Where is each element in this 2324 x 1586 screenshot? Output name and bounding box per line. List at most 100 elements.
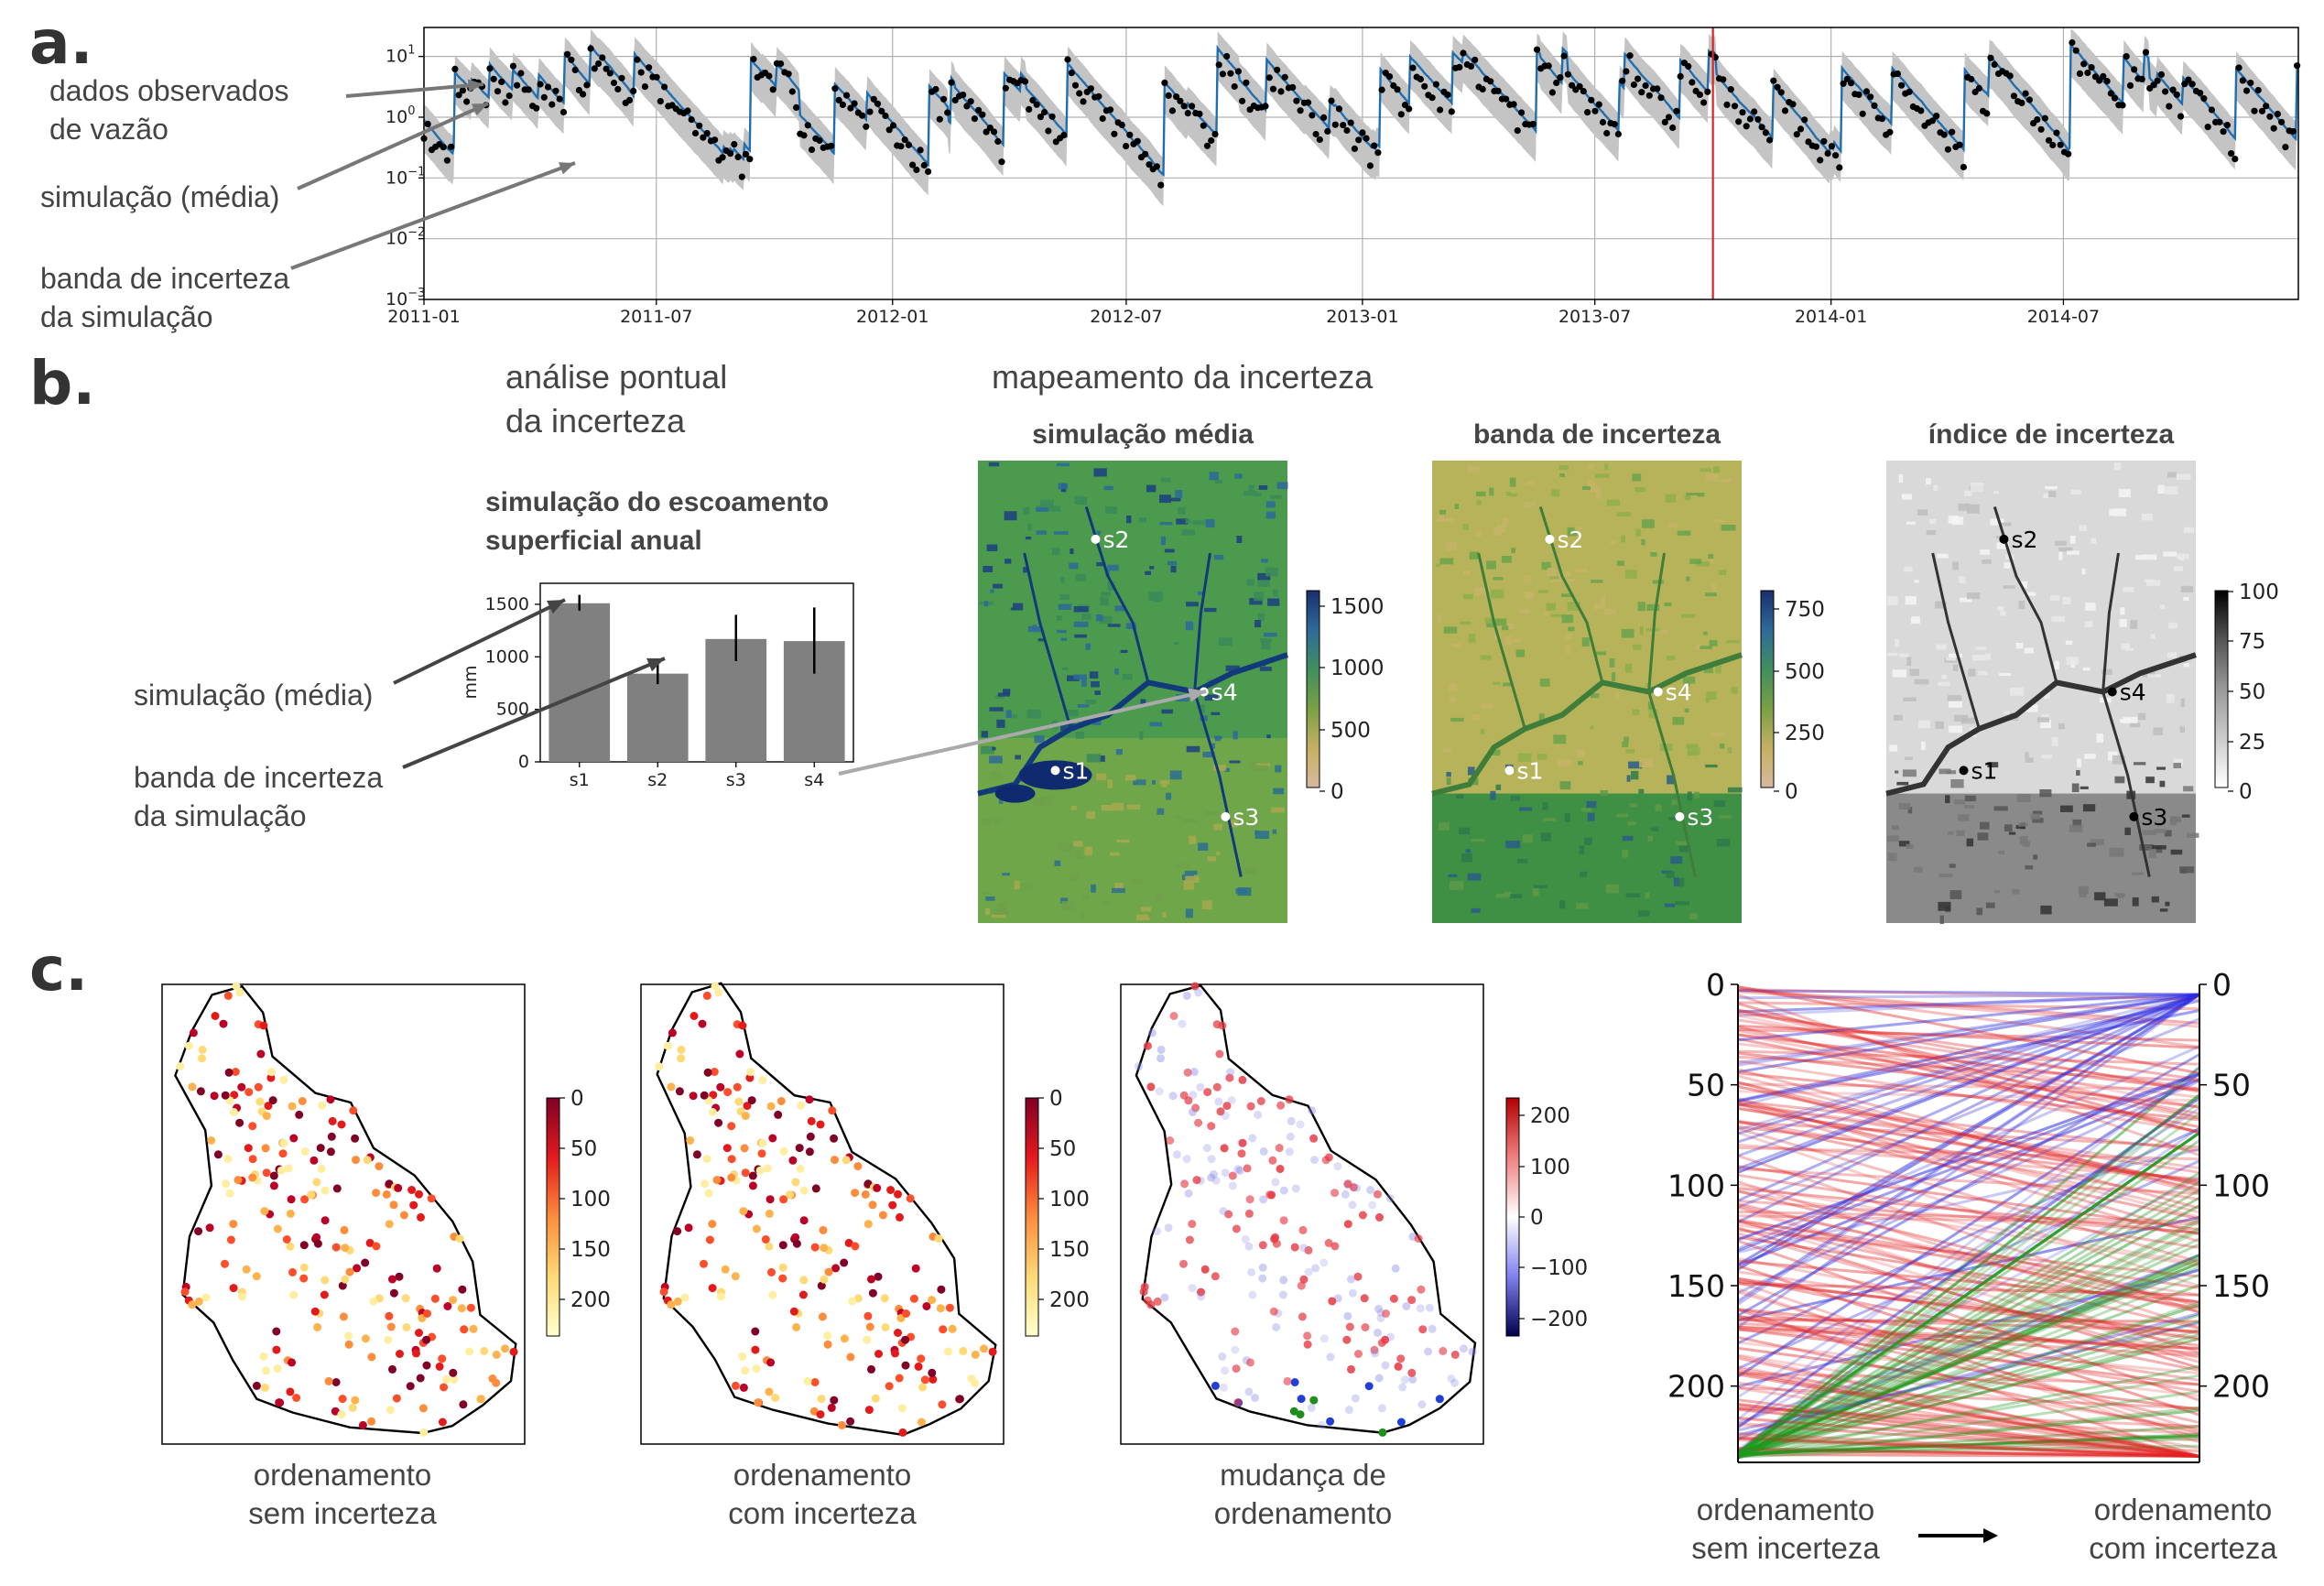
gauge-point [328,1116,337,1125]
map-texture-patch [1584,837,1592,845]
gauge-point [367,1417,376,1426]
map-texture-patch [1254,765,1269,771]
map-texture-patch [1559,473,1565,477]
map-texture-patch [2012,889,2020,895]
gauge-point [1221,1168,1230,1178]
gauge-point [776,1097,786,1105]
map-texture-patch [1557,759,1571,767]
observed-point [1944,146,1951,153]
slope-line [1737,1107,2200,1185]
slope-line [1737,1049,2200,1066]
gauge-point [275,1398,284,1407]
map-texture-patch [1533,885,1548,889]
map-texture-patch [1170,497,1181,502]
slope-line [1737,1053,2200,1317]
gauge-point [310,1156,319,1165]
map-texture-patch [1439,822,1450,831]
slope-line [1737,1407,2200,1436]
gauge-point [299,1263,309,1272]
map-texture-patch [2055,540,2067,546]
gauge-point [316,1144,325,1153]
gauge-point [938,1400,947,1409]
gauge-point [459,1400,468,1409]
map-texture-patch [1638,910,1650,917]
map-texture-patch [1468,634,1476,643]
map-texture-patch [1526,481,1535,485]
observed-point [1165,92,1172,99]
gauge-point [235,988,244,997]
observed-point [1328,97,1335,104]
map-texture-patch [1096,562,1106,567]
gauge-point [894,1190,902,1199]
map-texture-patch [2179,866,2195,874]
observed-point [1940,131,1948,138]
x-tick-label: 2011-01 [387,307,460,327]
colorbar-tick-label: 0 [570,1087,584,1111]
observed-point [2282,144,2289,151]
gauge-point [948,1324,957,1333]
observed-point [1654,85,1661,92]
gauge-point [799,1276,809,1285]
gauge-point [1241,1235,1250,1244]
gauge-point [299,1241,309,1250]
map-texture-patch [2117,894,2124,899]
arrow-s4-to-map-head [1188,688,1206,702]
slope-line [1737,1421,2200,1458]
map-texture-patch [1494,618,1507,626]
map-texture-patch [1626,775,1631,782]
map-title-mean: simulação média [1032,419,1254,450]
map-texture-patch [1441,517,1454,522]
gauge-point [1179,1259,1188,1268]
slope-line [1737,993,2200,1014]
observed-point [960,92,967,99]
gauge-point [1180,1179,1189,1189]
gauge-point [358,1420,367,1429]
map-texture-patch [2180,698,2185,708]
slope-line [1737,1452,2200,1458]
observed-point [1417,75,1424,83]
slope-line-new [1737,1204,2200,1459]
observed-point [1840,80,1847,87]
observed-point [1991,60,1998,69]
map-texture-patch [2015,825,2025,830]
river-line [1477,552,1526,730]
map-texture-patch [1489,487,1494,496]
map-texture-patch [1713,466,1720,473]
slope-line [1737,993,2200,1017]
observed-point [1917,107,1925,114]
gauge-point [796,1165,805,1173]
observed-point [1584,109,1591,116]
gauge-point [1135,1062,1144,1071]
gauge-point [1417,1285,1426,1294]
map-texture-patch [1204,810,1218,816]
gauge-point [1326,1352,1335,1362]
gauge-point [817,1395,826,1404]
gauge-point [1402,1302,1411,1310]
observed-point [1553,79,1560,86]
map-texture-patch [1898,841,1910,847]
gauge-point [1348,1200,1357,1210]
observed-point [2088,64,2095,71]
map-texture-patch [1209,472,1219,481]
map-texture-patch [1980,549,1990,555]
gauge-point [902,1309,910,1318]
site-marker-s1 [1504,766,1515,776]
gauge-point [988,1347,997,1356]
map-texture-patch [2153,727,2164,735]
colorbar-tick-label: 100 [1530,1156,1570,1179]
map-texture-patch [1443,626,1458,634]
map-title-index: índice de incerteza [1928,419,2175,450]
gauge-point [768,1134,777,1143]
slope-line [1737,1028,2200,1115]
slope-line [1737,1121,2200,1149]
map-texture-patch [1718,815,1732,819]
observed-point [1048,113,1056,120]
map-texture-patch [1575,569,1588,573]
gauge-point [873,1183,882,1192]
observed-point [2243,87,2251,94]
map-texture-patch [1633,644,1642,650]
map-texture-patch [1480,655,1492,660]
map-texture-patch [2024,647,2034,654]
map-texture-patch [1641,538,1645,546]
gauge-point [1183,1068,1192,1077]
